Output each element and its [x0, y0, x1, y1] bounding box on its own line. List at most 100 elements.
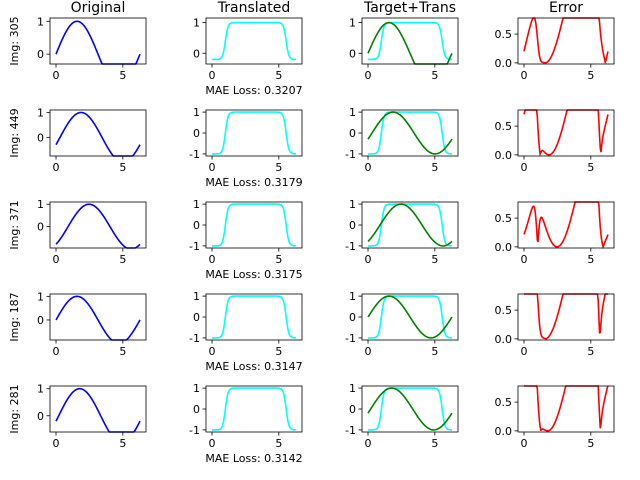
- column-title-2: Translated: [217, 0, 290, 16]
- y-tick-label: -1: [189, 424, 200, 437]
- y-tick-label: 0: [37, 221, 44, 234]
- y-tick-label: 1: [37, 15, 44, 28]
- target-series-line: [367, 387, 453, 431]
- x-tick-label: 0: [365, 345, 372, 358]
- mae-loss-label: MAE Loss: 0.3142: [205, 452, 302, 465]
- x-tick-label: 0: [365, 69, 372, 82]
- x-tick-label: 0: [209, 161, 216, 174]
- mae-loss-label: MAE Loss: 0.3147: [205, 360, 302, 373]
- translated-series-line: [368, 203, 453, 247]
- panel-row: Img: 281 0 1 0 5 -1 0 1 0 5 -1 0 1 0 5 0.0 0.5 0 5 MAE Loss…: [8, 382, 615, 465]
- mae-loss-label: MAE Loss: 0.3175: [205, 268, 302, 281]
- y-tick-label: 0: [349, 47, 356, 60]
- x-tick-label: 0: [521, 345, 528, 358]
- y-tick-label: 0: [349, 127, 356, 140]
- y-tick-label: 1: [37, 290, 44, 303]
- y-tick-label: 0.0: [495, 241, 513, 254]
- y-tick-label: -1: [189, 240, 200, 253]
- column-title-4: Error: [549, 0, 583, 16]
- translated-series-line: [212, 111, 297, 155]
- column-titles: Original Translated Target+Trans Error: [71, 0, 584, 16]
- target-series-line: [367, 295, 453, 339]
- x-tick-label: 5: [431, 69, 438, 82]
- y-tick-label: 1: [349, 382, 356, 395]
- x-tick-label: 0: [209, 253, 216, 266]
- y-tick-label: 1: [193, 106, 200, 119]
- y-tick-label: 1: [349, 17, 356, 30]
- x-tick-label: 0: [53, 69, 60, 82]
- x-tick-label: 5: [587, 437, 594, 450]
- y-tick-label: 0.5: [495, 120, 513, 133]
- panel-error: 0.0 0.5 0 5: [495, 17, 615, 82]
- x-tick-label: 5: [275, 161, 282, 174]
- panel-error: 0.0 0.5 0 5: [495, 201, 615, 266]
- original-series-line: [55, 203, 141, 249]
- panel-target-trans: -1 0 1 0 5: [345, 290, 459, 358]
- panel-original: 0 1 0 5: [37, 198, 147, 266]
- panel-translated: -1 0 1 0 5: [189, 106, 303, 174]
- x-tick-label: 0: [209, 437, 216, 450]
- x-tick-label: 5: [275, 437, 282, 450]
- x-tick-label: 0: [53, 437, 60, 450]
- translated-series-line: [368, 111, 453, 155]
- x-tick-label: 0: [53, 161, 60, 174]
- panel-row: Img: 187 0 1 0 5 -1 0 1 0 5 -1 0 1 0 5 0.0 0.5 0 5 MAE Loss…: [8, 290, 615, 373]
- x-tick-label: 5: [119, 69, 126, 82]
- y-tick-label: 1: [193, 198, 200, 211]
- axes-frame: [49, 293, 147, 341]
- panel-row: Img: 371 0 1 0 5 -1 0 1 0 5 -1 0 1 0 5 0.0 0.5 0 5 MAE Loss…: [8, 198, 615, 281]
- axes-frame: [205, 17, 303, 65]
- mae-loss-label: MAE Loss: 0.3207: [205, 84, 302, 97]
- mae-loss-label: MAE Loss: 0.3179: [205, 176, 302, 189]
- y-tick-label: 0: [37, 410, 44, 423]
- axes-frame: [361, 17, 459, 65]
- panel-error: 0.0 0.5 0 5: [495, 109, 615, 174]
- row-label: Img: 305: [8, 16, 21, 65]
- panel-error: 0.0 0.5 0 5: [495, 293, 615, 358]
- y-tick-label: 0.5: [495, 28, 513, 41]
- axes-frame: [517, 109, 615, 157]
- y-tick-label: -1: [345, 332, 356, 345]
- axes-frame: [517, 293, 615, 341]
- y-tick-label: 1: [193, 17, 200, 30]
- y-tick-label: 1: [37, 383, 44, 396]
- x-tick-label: 5: [119, 437, 126, 450]
- translated-series-line: [212, 21, 297, 61]
- row-label: Img: 281: [8, 384, 21, 433]
- panel-row: Img: 449 0 1 0 5 -1 0 1 0 5 -1 0 1 0 5 0.0 0.5 0 5 MAE Loss…: [8, 106, 615, 189]
- row-label: Img: 187: [8, 292, 21, 341]
- x-tick-label: 0: [521, 69, 528, 82]
- x-tick-label: 0: [521, 437, 528, 450]
- y-tick-label: -1: [189, 148, 200, 161]
- x-tick-label: 5: [119, 161, 126, 174]
- x-tick-label: 0: [209, 345, 216, 358]
- target-series-line: [367, 111, 453, 155]
- y-tick-label: 1: [349, 290, 356, 303]
- x-tick-label: 5: [275, 253, 282, 266]
- y-tick-label: 0: [193, 127, 200, 140]
- row-label: Img: 449: [8, 108, 21, 157]
- x-tick-label: 0: [365, 161, 372, 174]
- y-tick-label: 0: [37, 48, 44, 61]
- x-tick-label: 5: [275, 345, 282, 358]
- column-title-3: Target+Trans: [363, 0, 456, 16]
- y-tick-label: 0: [193, 47, 200, 60]
- panel-original: 0 1 0 5: [37, 290, 147, 358]
- translated-series-line: [368, 21, 453, 61]
- y-tick-label: -1: [189, 332, 200, 345]
- y-tick-label: 1: [37, 106, 44, 119]
- y-tick-label: 0: [37, 314, 44, 327]
- x-tick-label: 5: [587, 69, 594, 82]
- panel-translated: -1 0 1 0 5: [189, 198, 303, 266]
- x-tick-label: 5: [587, 253, 594, 266]
- y-tick-label: 1: [349, 106, 356, 119]
- x-tick-label: 0: [53, 253, 60, 266]
- axes-frame: [49, 109, 147, 157]
- y-tick-label: 1: [349, 198, 356, 211]
- y-tick-label: 0: [193, 219, 200, 232]
- y-tick-label: -1: [345, 148, 356, 161]
